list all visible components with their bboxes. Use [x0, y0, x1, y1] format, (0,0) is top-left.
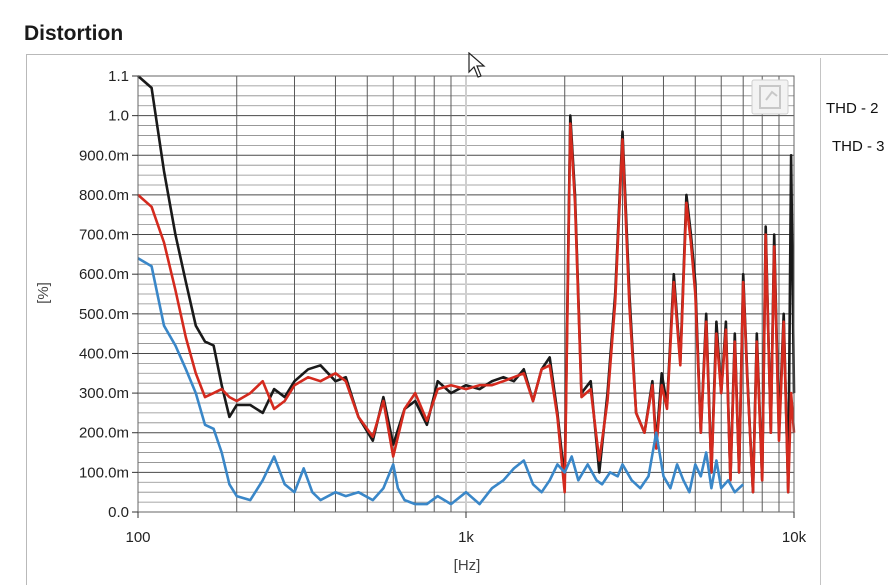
y-axis-title: [%] [35, 282, 52, 304]
series-line-1 [137, 122, 796, 494]
x-tick-label: 10k [782, 529, 807, 546]
y-tick-label: 300.0m [79, 385, 129, 402]
legend: THD - 2 THD - 3 [822, 90, 888, 170]
y-tick-label: 500.0m [79, 306, 129, 323]
y-tick-label: 200.0m [79, 425, 129, 442]
series-line-2 [137, 257, 745, 506]
y-tick-label: 800.0m [79, 187, 129, 204]
chart-frame [26, 54, 888, 585]
y-tick-label: 400.0m [79, 345, 129, 362]
x-tick-label: 100 [125, 529, 150, 546]
zoom-tool-icon[interactable] [751, 79, 789, 115]
legend-divider [820, 58, 821, 585]
y-tick-label: 900.0m [79, 147, 129, 164]
mouse-cursor-icon [468, 51, 488, 85]
y-tick-label: 1.0 [108, 108, 129, 125]
y-tick-label: 100.0m [79, 464, 129, 481]
y-tick-label: 1.1 [108, 68, 129, 85]
y-tick-label: 600.0m [79, 266, 129, 283]
legend-item-thd-2[interactable]: THD - 2 [826, 100, 879, 117]
series-layer [137, 75, 796, 506]
x-axis-title: [Hz] [454, 557, 481, 574]
y-tick-label: 700.0m [79, 227, 129, 244]
x-tick-label: 1k [458, 529, 474, 546]
y-tick-label: 0.0 [108, 504, 129, 521]
x-axis: 100 1k 10k [125, 512, 807, 546]
legend-item-thd-3[interactable]: THD - 3 [832, 138, 885, 155]
panel-title: Distortion [24, 22, 124, 45]
y-axis: 0.0 100.0m 200.0m 300.0m 400.0m 500.0m 600.0m 7… [79, 68, 138, 521]
